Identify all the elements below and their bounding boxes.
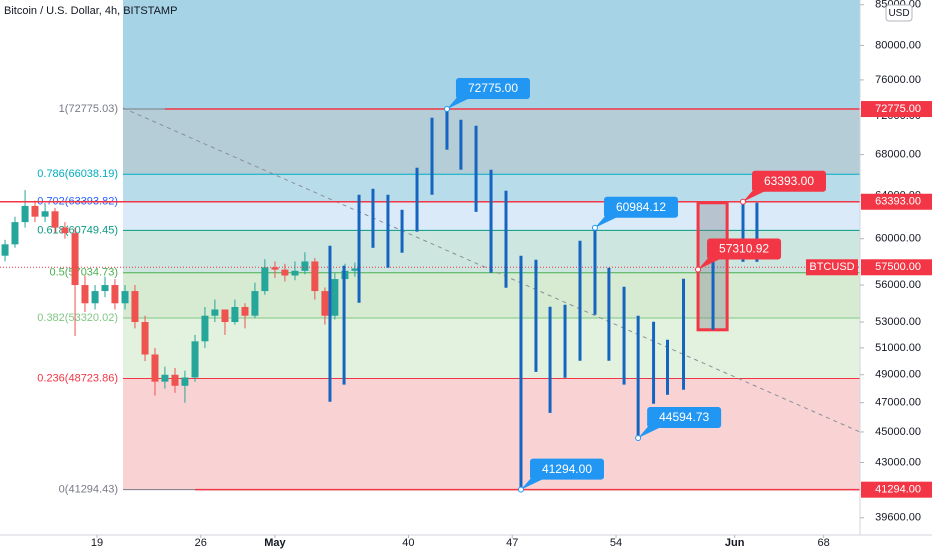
candle-body (191, 341, 199, 378)
callout-box (647, 407, 722, 429)
callout-label: 57310.92 (719, 242, 769, 256)
candle-body (81, 285, 89, 304)
x-tick-label: Jun (725, 537, 745, 549)
y-tick-label: 76000.00 (875, 74, 921, 86)
price-line-tag-label: 72775.00 (875, 103, 921, 115)
candle-body (61, 227, 69, 234)
y-tick-label: 39600.00 (875, 512, 921, 524)
candle-body (351, 268, 359, 271)
fib-level-label: 0.382(53320.02) (37, 312, 118, 324)
fib-level-label: 0.236(48723.86) (37, 372, 118, 384)
candle-body (331, 279, 339, 316)
x-tick-label: 68 (818, 537, 830, 549)
x-tick-label: 54 (610, 537, 622, 549)
callout-point (443, 106, 450, 113)
chart-title: Bitcoin / U.S. Dollar, 4h, BITSTAMP (4, 5, 177, 17)
callout-box (603, 196, 678, 218)
candle-body (141, 322, 149, 355)
y-tick-label: 56000.00 (875, 279, 921, 291)
candle-body (231, 306, 239, 323)
candle-body (321, 291, 329, 316)
last-price-label: 57500.00 (875, 261, 921, 273)
candle-body (311, 261, 319, 292)
fib-band (123, 378, 860, 490)
callout-label: 72775.00 (468, 81, 518, 95)
last-price-name: BTCUSD (809, 261, 854, 273)
callout-box (707, 238, 782, 260)
candle-body (41, 211, 49, 217)
callout-box (455, 78, 530, 100)
callout-label: 41294.00 (542, 462, 592, 476)
last-price-name-tag (806, 259, 858, 276)
x-tick-label: 19 (91, 537, 103, 549)
candle-body (71, 233, 79, 286)
y-tick-label: 47000.00 (875, 397, 921, 409)
candle-body (211, 309, 219, 316)
candle-body (31, 205, 39, 217)
y-tick-label: 60000.00 (875, 233, 921, 245)
fib-level-label: 1(72775.03) (59, 103, 118, 115)
callout-label: 60984.12 (616, 200, 666, 214)
x-tick-label: 40 (402, 537, 414, 549)
fib-band (123, 317, 860, 379)
x-tick-label: May (264, 537, 286, 549)
candle-body (241, 306, 249, 316)
y-tick-label: 43000.00 (875, 456, 921, 468)
callout-point (739, 198, 746, 205)
fib-band (123, 109, 860, 175)
candle-body (271, 267, 279, 270)
candle-body (51, 211, 59, 228)
candle-body (251, 291, 259, 316)
currency-box[interactable] (885, 4, 913, 22)
fib-level-label: 0.5(57034.73) (50, 267, 119, 279)
fib-level-label: 0(41294.43) (59, 484, 118, 496)
overlay: 72775.00 60984.12 41294.00 44594.73 63393.00… (0, 78, 860, 493)
price-line-tag-label: 63393.00 (875, 196, 921, 208)
y-tick-label: 49000.00 (875, 369, 921, 381)
y-tick-label: 53000.00 (875, 316, 921, 328)
candle-body (111, 285, 119, 304)
price-line-tag (861, 101, 932, 118)
candle-body (261, 267, 269, 292)
candle-body (21, 205, 29, 223)
candle-body (131, 291, 139, 323)
price-line-tag (861, 193, 932, 210)
candle-body (1, 244, 9, 256)
price-line-tag (861, 481, 932, 498)
callout-point (695, 266, 702, 273)
callout-box (751, 170, 826, 192)
candle-body (91, 291, 99, 304)
callout-label: 63393.00 (764, 174, 814, 188)
callout-box (529, 458, 604, 480)
x-tick-label: 47 (506, 537, 518, 549)
candle-body (281, 269, 289, 276)
candle-body (171, 374, 179, 386)
candle-body (221, 309, 229, 323)
candle-body (121, 291, 129, 304)
y-tick-label: 68000.00 (875, 149, 921, 161)
y-tick-label: 51000.00 (875, 342, 921, 354)
candle-body (161, 374, 169, 382)
x-tick-label: 26 (195, 537, 207, 549)
callout-point (517, 486, 524, 493)
y-tick-label: 45000.00 (875, 426, 921, 438)
fib-level-label: 0.786(66038.19) (37, 168, 118, 180)
candle-body (151, 354, 159, 382)
callout-label: 44594.73 (659, 410, 709, 424)
candle-body (11, 222, 19, 245)
candle-body (291, 270, 299, 276)
last-price-tag (861, 259, 932, 276)
candle-body (301, 261, 309, 271)
candle-body (101, 285, 109, 292)
price-line-tag-label: 41294.00 (875, 484, 921, 496)
callout-point (635, 435, 642, 442)
callout-point (591, 224, 598, 231)
candle-body (181, 377, 189, 386)
currency[interactable]: USD (888, 8, 909, 19)
candle-body (201, 315, 209, 342)
y-tick-label: 80000.00 (875, 39, 921, 51)
